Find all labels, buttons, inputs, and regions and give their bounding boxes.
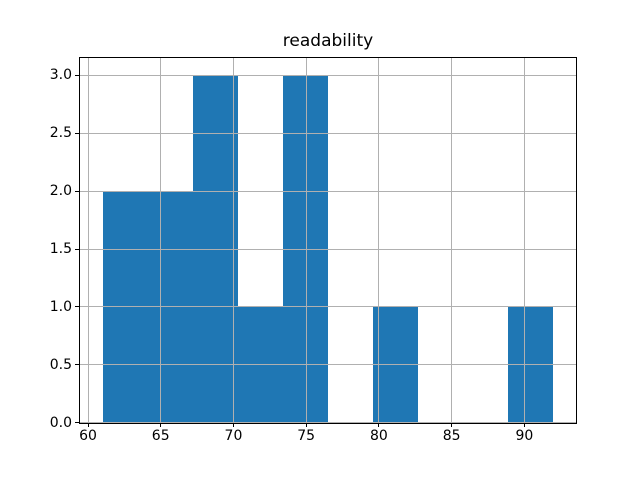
x-tick-label: 60 xyxy=(79,428,97,444)
x-gridline xyxy=(378,58,380,423)
x-tick-mark xyxy=(451,423,453,427)
y-tick-mark xyxy=(75,364,79,366)
x-tick-label: 75 xyxy=(297,428,316,444)
grid-layer xyxy=(80,58,576,423)
x-tick-mark xyxy=(160,423,162,427)
x-gridline xyxy=(451,58,453,423)
x-gridline xyxy=(305,58,307,423)
chart-title: readability xyxy=(282,31,374,51)
y-tick-label: 1.5 xyxy=(49,241,72,258)
y-gridline xyxy=(80,132,576,134)
y-gridline xyxy=(80,306,576,308)
plot-area xyxy=(79,57,577,424)
y-tick-label: 2.0 xyxy=(49,183,72,200)
y-tick-mark xyxy=(75,422,79,424)
y-tick-label: 0.0 xyxy=(49,414,72,431)
y-tick-mark xyxy=(75,74,79,76)
y-gridline xyxy=(80,74,576,76)
y-tick-mark xyxy=(75,248,79,250)
y-gridline xyxy=(80,190,576,192)
y-tick-mark xyxy=(75,132,79,134)
x-tick-mark xyxy=(232,423,234,427)
x-tick-label: 65 xyxy=(151,428,170,444)
x-gridline xyxy=(232,58,234,423)
x-tick-mark xyxy=(378,423,380,427)
y-tick-label: 2.5 xyxy=(49,125,72,142)
x-tick-label: 85 xyxy=(442,428,461,444)
y-tick-mark xyxy=(75,190,79,192)
x-tick-label: 70 xyxy=(224,428,243,444)
y-tick-label: 1.0 xyxy=(49,298,72,315)
x-tick-mark xyxy=(305,423,307,427)
x-gridline xyxy=(523,58,525,423)
x-gridline xyxy=(160,58,162,423)
x-tick-mark xyxy=(87,423,89,427)
x-gridline xyxy=(87,58,89,423)
x-tick-label: 80 xyxy=(369,428,388,444)
y-gridline xyxy=(80,248,576,250)
x-tick-mark xyxy=(523,423,525,427)
y-gridline xyxy=(80,422,576,423)
x-tick-label: 90 xyxy=(515,428,534,444)
y-tick-label: 3.0 xyxy=(49,67,72,84)
y-tick-mark xyxy=(75,306,79,308)
y-gridline xyxy=(80,364,576,366)
y-tick-label: 0.5 xyxy=(49,356,72,373)
